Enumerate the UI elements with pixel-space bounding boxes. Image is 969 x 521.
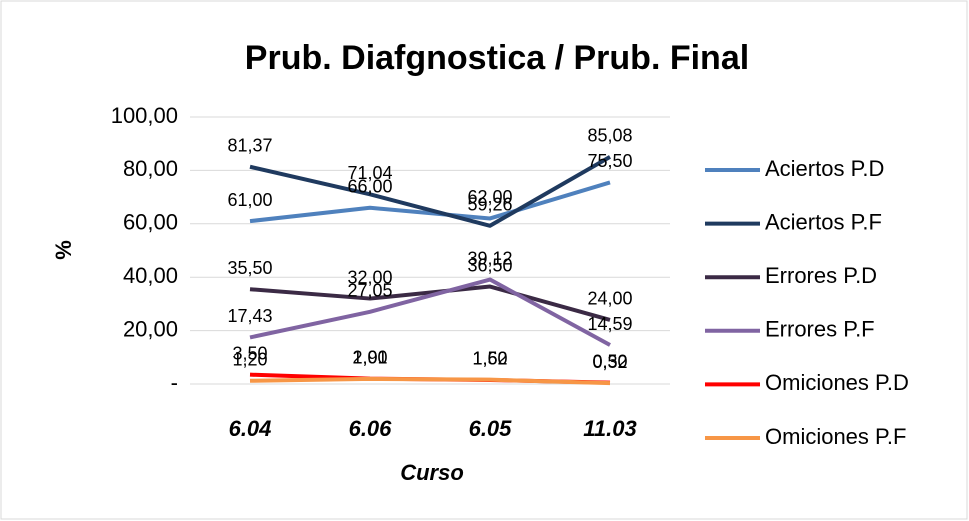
data-label: 1,62 — [472, 348, 507, 368]
y-tick-label: 80,00 — [123, 156, 178, 181]
data-label: 2,00 — [352, 347, 387, 367]
legend-label: Errores P.D — [765, 263, 877, 288]
data-label: 39,12 — [467, 248, 512, 268]
data-label: 1,91 — [352, 348, 387, 368]
data-label: 36,50 — [467, 255, 512, 275]
y-axis-label: % — [51, 240, 76, 260]
data-label: 59,26 — [467, 195, 512, 215]
series-line — [249, 277, 611, 347]
x-tick-label: 6.05 — [469, 416, 513, 441]
data-label: 32,00 — [347, 267, 392, 287]
data-label: 71,04 — [347, 163, 392, 183]
y-tick-label: 40,00 — [123, 263, 178, 288]
data-label: 35,50 — [227, 258, 272, 278]
series-line — [249, 376, 611, 386]
data-label: 0,50 — [592, 351, 627, 371]
data-label: 3,50 — [232, 343, 267, 363]
data-label: 17,43 — [227, 306, 272, 326]
legend-label: Aciertos P.D — [765, 156, 884, 181]
series-line — [249, 155, 611, 228]
x-tick-label: 6.06 — [349, 416, 393, 441]
data-label: 24,00 — [587, 289, 632, 309]
legend-label: Errores P.F — [765, 317, 875, 342]
chart-title: Prub. Diafgnostica / Prub. Final — [245, 39, 749, 77]
x-tick-label: 11.03 — [583, 416, 636, 441]
data-label: 27,05 — [347, 281, 392, 301]
data-label: 81,37 — [227, 135, 272, 155]
data-label: 61,00 — [227, 190, 272, 210]
data-label: 1,50 — [472, 349, 507, 369]
legend-label: Omiciones P.D — [765, 370, 909, 395]
y-tick-label: 60,00 — [123, 210, 178, 235]
series-line — [249, 180, 611, 224]
legend-label: Aciertos P.F — [765, 209, 882, 234]
legend-label: Omiciones P.F — [765, 424, 906, 449]
y-tick-label: 20,00 — [123, 316, 178, 341]
data-label: 75,50 — [587, 151, 632, 171]
data-label: 1,20 — [232, 350, 267, 370]
series-line — [249, 284, 611, 322]
data-label: 0,32 — [592, 352, 627, 372]
y-tick-label: - — [171, 370, 178, 395]
x-axis-label: Curso — [400, 460, 464, 485]
data-label: 14,59 — [587, 314, 632, 334]
data-label: 85,08 — [587, 126, 632, 146]
data-label: 66,00 — [347, 177, 392, 197]
y-tick-label: 100,00 — [111, 103, 178, 128]
data-label: 62,00 — [467, 187, 512, 207]
x-tick-label: 6.04 — [229, 416, 272, 441]
